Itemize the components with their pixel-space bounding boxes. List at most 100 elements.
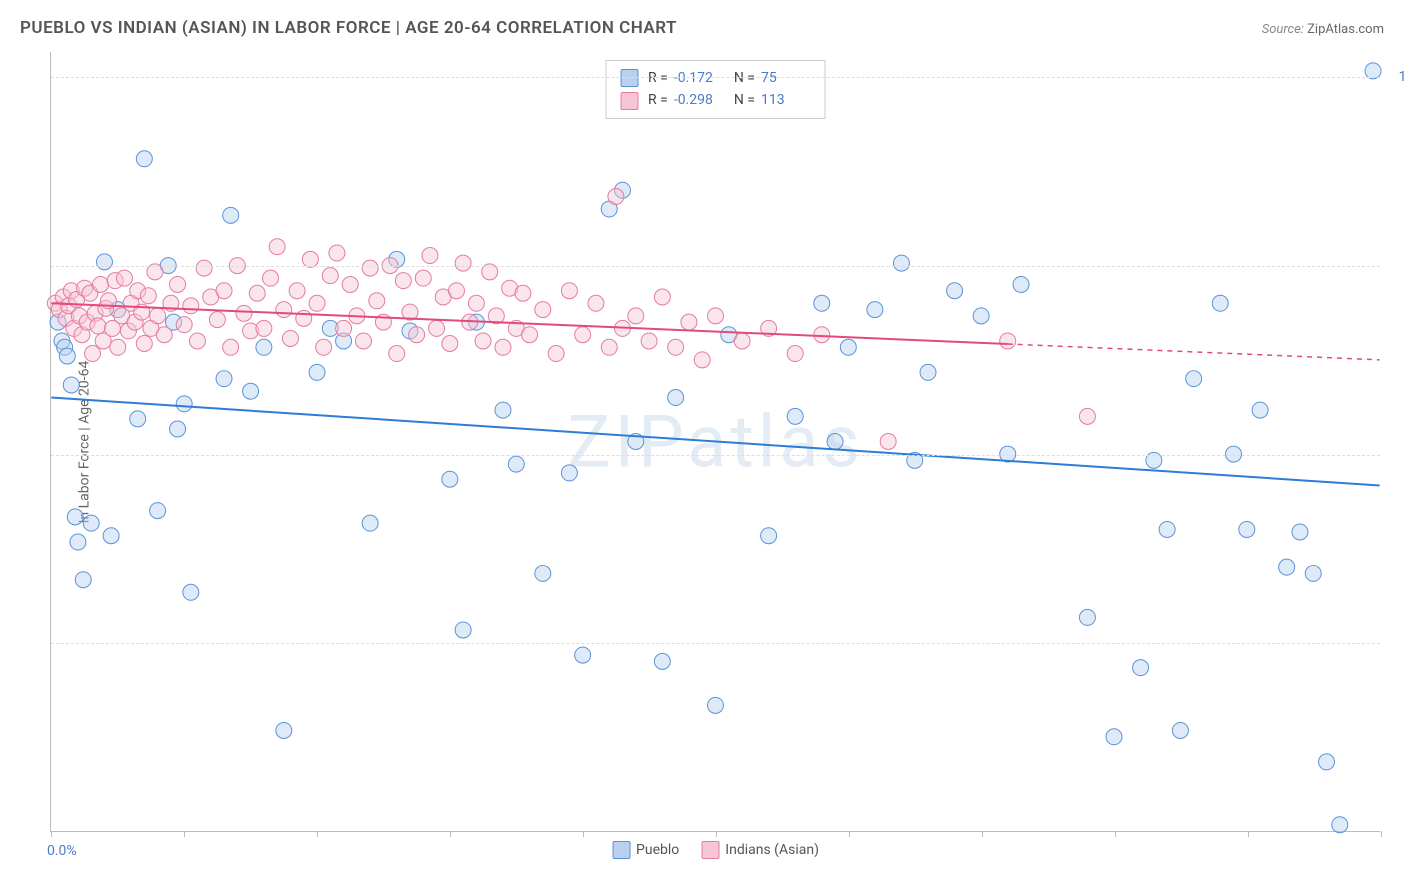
scatter-point bbox=[787, 408, 803, 424]
x-tick bbox=[849, 831, 850, 837]
scatter-point bbox=[150, 308, 166, 324]
scatter-point bbox=[75, 572, 91, 588]
scatter-point bbox=[641, 333, 657, 349]
scatter-point bbox=[575, 327, 591, 343]
scatter-point bbox=[495, 402, 511, 418]
scatter-point bbox=[316, 339, 332, 355]
scatter-point bbox=[63, 377, 79, 393]
scatter-point bbox=[130, 411, 146, 427]
scatter-point bbox=[708, 697, 724, 713]
legend-item-indians: Indians (Asian) bbox=[701, 841, 819, 859]
scatter-point bbox=[276, 302, 292, 318]
scatter-point bbox=[1133, 660, 1149, 676]
scatter-point bbox=[535, 302, 551, 318]
scatter-point bbox=[548, 346, 564, 362]
scatter-point bbox=[256, 320, 272, 336]
scatter-point bbox=[90, 318, 106, 334]
scatter-point bbox=[170, 421, 186, 437]
swatch-pueblo bbox=[612, 841, 630, 859]
scatter-point bbox=[176, 317, 192, 333]
scatter-point bbox=[535, 565, 551, 581]
scatter-point bbox=[814, 295, 830, 311]
scatter-point bbox=[840, 339, 856, 355]
scatter-point bbox=[296, 310, 312, 326]
scatter-point bbox=[236, 305, 252, 321]
scatter-point bbox=[59, 348, 75, 364]
scatter-point bbox=[150, 503, 166, 519]
scatter-point bbox=[668, 339, 684, 355]
scatter-point bbox=[508, 456, 524, 472]
scatter-svg bbox=[51, 52, 1380, 831]
source-name: ZipAtlas.com bbox=[1307, 22, 1384, 37]
scatter-point bbox=[336, 320, 352, 336]
scatter-point bbox=[289, 283, 305, 299]
scatter-point bbox=[395, 273, 411, 289]
scatter-point bbox=[282, 330, 298, 346]
scatter-point bbox=[761, 528, 777, 544]
x-tick bbox=[982, 831, 983, 837]
scatter-point bbox=[947, 283, 963, 299]
scatter-point bbox=[442, 336, 458, 352]
scatter-point bbox=[1239, 521, 1255, 537]
scatter-point bbox=[973, 308, 989, 324]
x-tick bbox=[184, 831, 185, 837]
scatter-point bbox=[1013, 276, 1029, 292]
scatter-point bbox=[1079, 609, 1095, 625]
scatter-point bbox=[448, 283, 464, 299]
scatter-point bbox=[415, 270, 431, 286]
scatter-point bbox=[356, 333, 372, 349]
scatter-point bbox=[276, 722, 292, 738]
gridline bbox=[51, 77, 1380, 78]
x-max-label: 100.0% bbox=[1390, 843, 1406, 859]
x-tick bbox=[51, 831, 52, 837]
y-tick-label: 100.0% bbox=[1386, 69, 1406, 85]
scatter-point bbox=[880, 434, 896, 450]
x-tick bbox=[1381, 831, 1382, 837]
scatter-point bbox=[694, 352, 710, 368]
scatter-point bbox=[893, 255, 909, 271]
scatter-point bbox=[243, 383, 259, 399]
scatter-point bbox=[920, 364, 936, 380]
trend-line-extrapolated bbox=[1008, 344, 1380, 360]
scatter-point bbox=[322, 268, 338, 284]
scatter-point bbox=[867, 302, 883, 318]
scatter-point bbox=[67, 509, 83, 525]
scatter-point bbox=[309, 295, 325, 311]
source-attribution: Source: ZipAtlas.com bbox=[1262, 22, 1384, 37]
legend-label: Pueblo bbox=[636, 842, 679, 858]
scatter-point bbox=[1292, 524, 1308, 540]
scatter-point bbox=[787, 346, 803, 362]
scatter-point bbox=[189, 333, 205, 349]
plot-area: ZIPatlas In Labor Force | Age 20-64 R = … bbox=[50, 52, 1380, 832]
scatter-point bbox=[681, 314, 697, 330]
scatter-point bbox=[216, 283, 232, 299]
scatter-point bbox=[814, 327, 830, 343]
scatter-point bbox=[389, 346, 405, 362]
scatter-point bbox=[1172, 722, 1188, 738]
scatter-point bbox=[1079, 408, 1095, 424]
scatter-point bbox=[1279, 559, 1295, 575]
scatter-point bbox=[70, 534, 86, 550]
scatter-point bbox=[85, 346, 101, 362]
scatter-point bbox=[309, 364, 325, 380]
scatter-point bbox=[654, 653, 670, 669]
scatter-point bbox=[455, 622, 471, 638]
scatter-point bbox=[223, 339, 239, 355]
scatter-point bbox=[1252, 402, 1268, 418]
scatter-point bbox=[342, 276, 358, 292]
scatter-point bbox=[522, 327, 538, 343]
x-tick bbox=[317, 831, 318, 837]
scatter-point bbox=[136, 151, 152, 167]
scatter-point bbox=[156, 327, 172, 343]
scatter-point bbox=[209, 312, 225, 328]
scatter-point bbox=[269, 239, 285, 255]
y-tick-label: 55.0% bbox=[1386, 635, 1406, 651]
scatter-point bbox=[561, 465, 577, 481]
scatter-point bbox=[1159, 521, 1175, 537]
swatch-indians bbox=[701, 841, 719, 859]
scatter-point bbox=[223, 207, 239, 223]
trend-line bbox=[51, 398, 1379, 486]
bottom-legend: Pueblo Indians (Asian) bbox=[612, 841, 819, 859]
scatter-point bbox=[668, 390, 684, 406]
scatter-point bbox=[608, 189, 624, 205]
